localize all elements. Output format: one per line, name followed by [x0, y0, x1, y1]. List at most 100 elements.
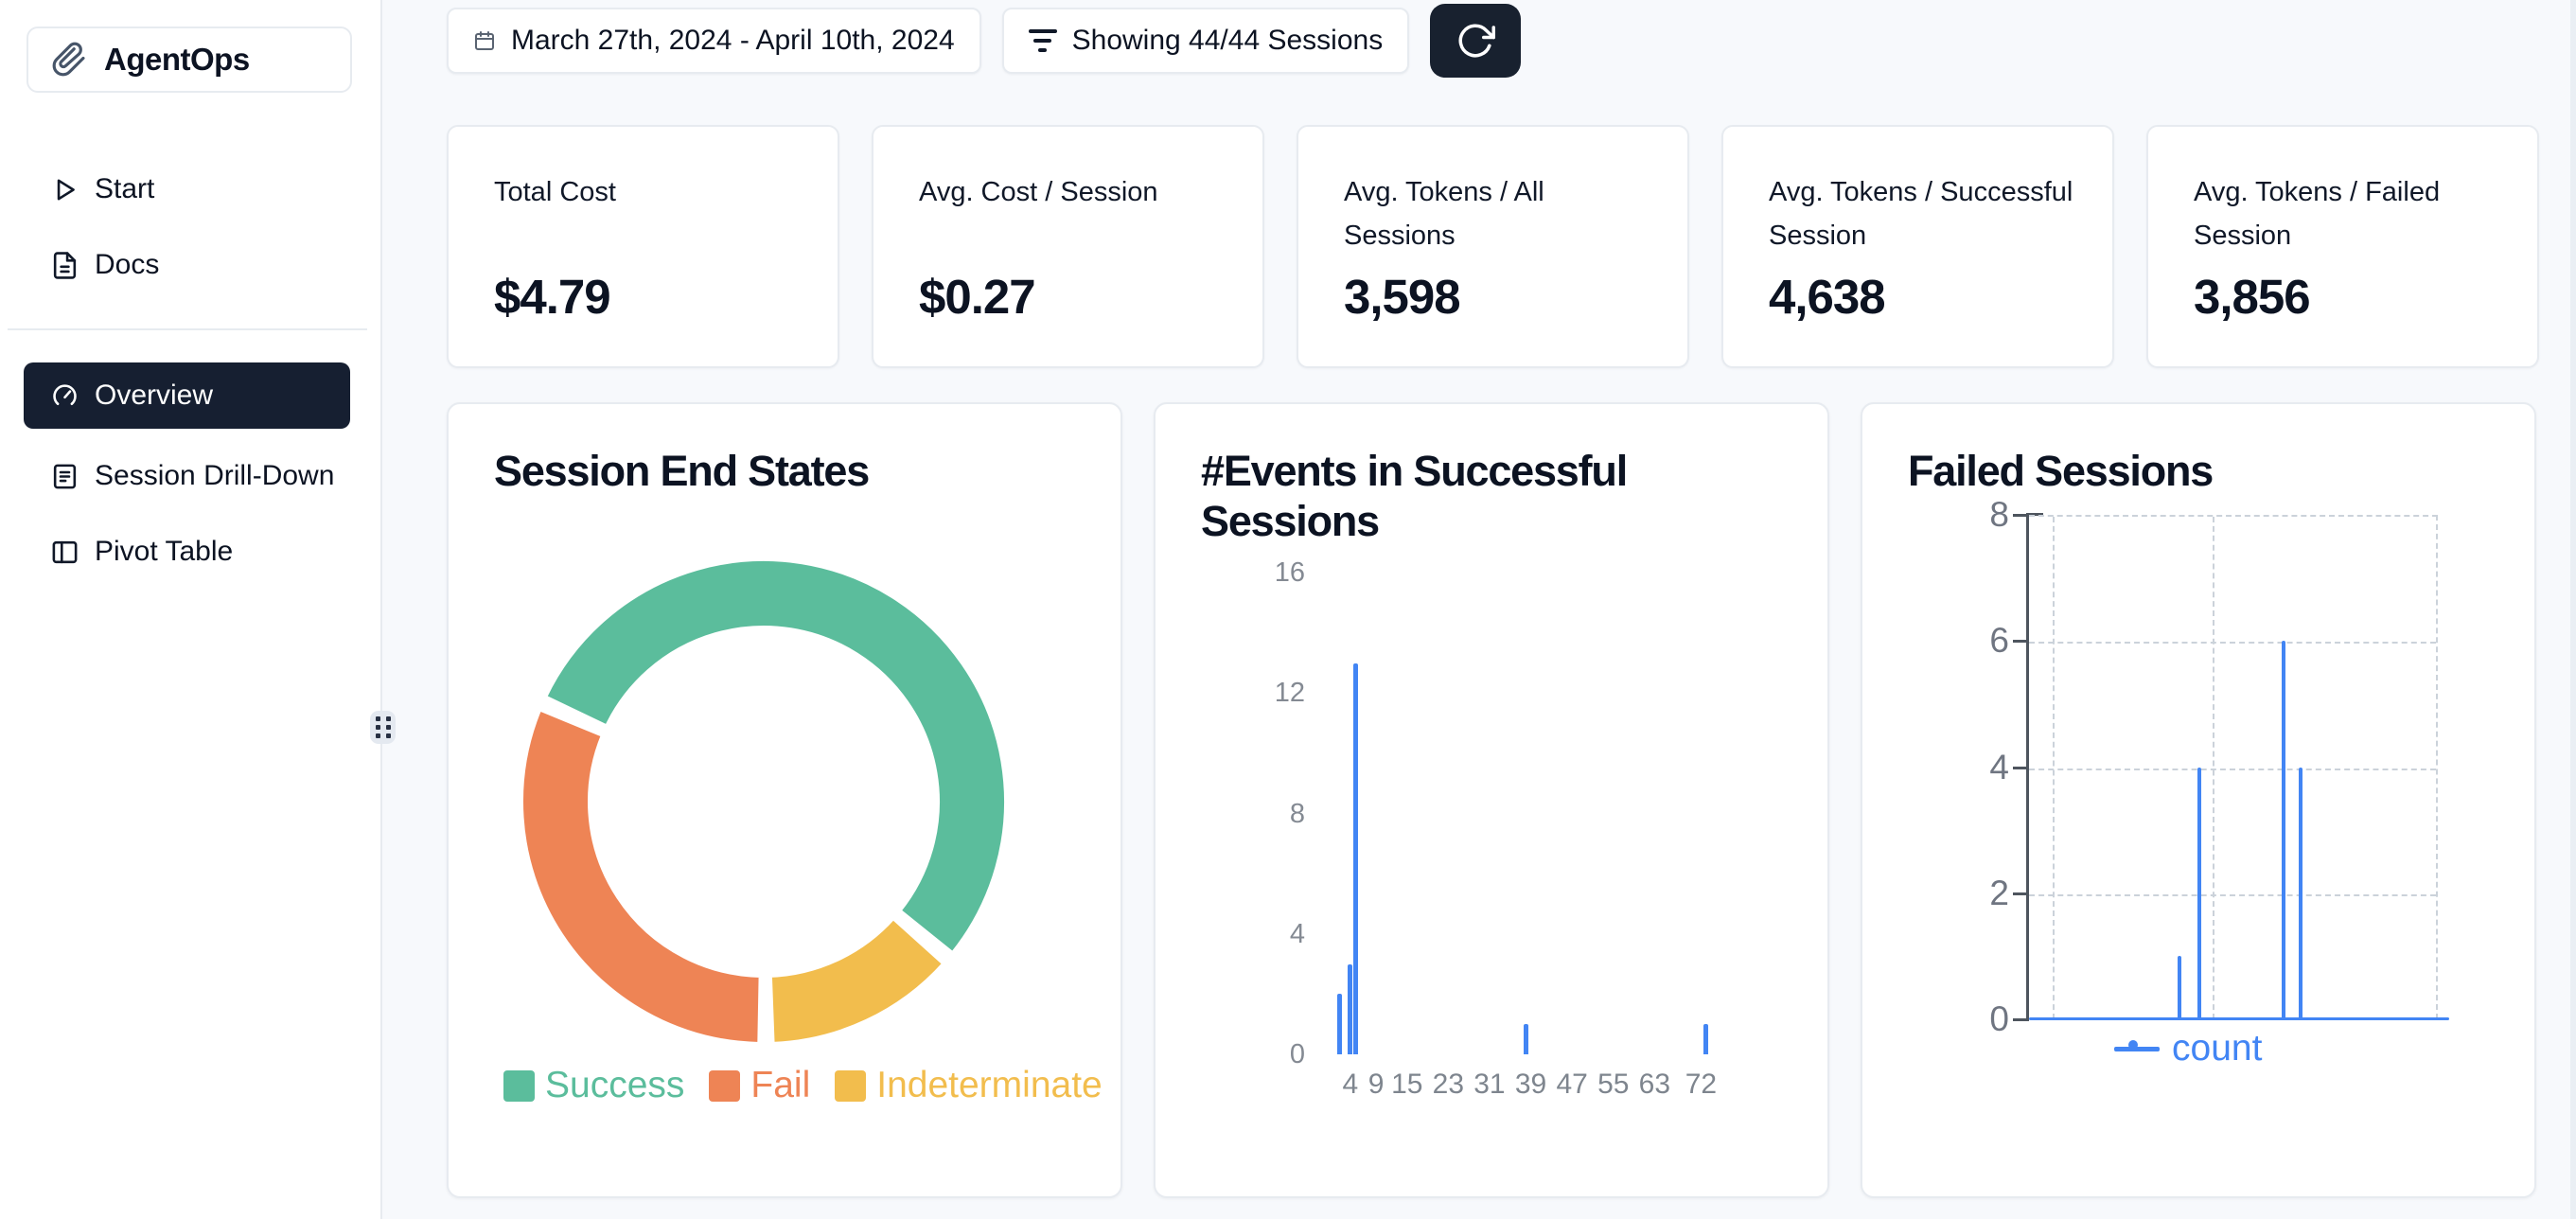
stat-value: 3,598	[1344, 270, 1461, 324]
y-tick-mark	[2013, 892, 2026, 895]
chart-title: Session End States	[494, 447, 870, 495]
y-tick-label: 12	[1274, 678, 1305, 709]
donut-legend: Success Fail Indeterminate	[503, 1065, 1103, 1106]
sidebar-item-session-drilldown[interactable]: Session Drill-Down	[24, 438, 350, 514]
histogram-bar	[1352, 662, 1358, 1054]
paperclip-icon	[52, 42, 85, 77]
charts-row: Session End States Success Fail Indetermin…	[447, 402, 2536, 1198]
count-spike	[2197, 767, 2202, 1019]
gridline	[2029, 768, 2436, 770]
pivot-table-icon	[52, 540, 78, 563]
x-tick-label: 39	[1514, 1069, 1547, 1100]
events-histogram-card: #Events in Successful Sessions 0 4 8 12 16 4 9…	[1154, 402, 1829, 1198]
date-range-label: March 27th, 2024 - April 10th, 2024	[511, 25, 955, 56]
sidebar-item-label: Session Drill-Down	[95, 460, 335, 491]
donut-segment-fail	[520, 706, 763, 1046]
count-legend-label: count	[2172, 1028, 2263, 1069]
y-tick-label: 0	[1289, 1039, 1305, 1069]
sidebar-nav-main: Overview Session Drill-Down Pivot Table	[24, 362, 350, 590]
sidebar-divider	[8, 328, 367, 330]
sidebar-item-label: Pivot Table	[95, 536, 234, 567]
sidebar-item-pivot-table[interactable]: Pivot Table	[24, 514, 350, 590]
y-tick-mark	[2013, 640, 2026, 644]
x-tick-label: 55	[1597, 1069, 1630, 1100]
x-tick-label: 9	[1367, 1069, 1385, 1100]
y-tick-label: 0	[1989, 999, 2009, 1038]
chart-title: Failed Sessions	[1908, 447, 2214, 495]
x-tick-label: 4	[1342, 1069, 1359, 1100]
x-tick-label: 23	[1432, 1069, 1465, 1100]
legend-item-fail[interactable]: Fail	[709, 1065, 810, 1106]
stat-label: Avg. Cost / Session	[919, 177, 1158, 207]
stat-label: Avg. Tokens / All Sessions	[1344, 177, 1544, 251]
gridline	[2029, 893, 2436, 896]
docs-icon	[53, 251, 77, 279]
sidebar-item-start[interactable]: Start	[24, 151, 350, 227]
y-axis-line	[2026, 513, 2029, 1021]
stat-value: 4,638	[1769, 270, 1886, 324]
gauge-icon	[53, 383, 77, 405]
legend-label: Success	[545, 1065, 685, 1105]
y-tick-label: 2	[1989, 873, 2009, 912]
histogram-bar	[1703, 1024, 1709, 1054]
sidebar-item-label: Overview	[95, 380, 214, 411]
sessions-filter-button[interactable]: Showing 44/44 Sessions	[1001, 8, 1410, 74]
filter-icon	[1028, 29, 1057, 52]
x-tick-label: 47	[1556, 1069, 1588, 1100]
gridline	[2053, 517, 2056, 1019]
legend-swatch	[503, 1069, 535, 1102]
donut-segment-success	[542, 557, 1008, 957]
sidebar-item-docs[interactable]: Docs	[24, 227, 350, 303]
gridline	[2029, 642, 2436, 645]
refresh-button[interactable]	[1430, 4, 1522, 78]
y-tick-mark	[2013, 1018, 2026, 1021]
x-tick-label: 72	[1685, 1069, 1718, 1100]
session-end-states-donut	[520, 557, 1008, 1046]
stat-label: Total Cost	[494, 177, 616, 207]
legend-item-success[interactable]: Success	[503, 1065, 684, 1106]
count-legend-item[interactable]: count	[2114, 1028, 2262, 1069]
main-content: March 27th, 2024 - April 10th, 2024 Show…	[384, 0, 2576, 1219]
line-marker-icon	[2114, 1030, 2160, 1068]
sidebar-item-label: Start	[95, 173, 155, 204]
sidebar-resize-handle[interactable]	[370, 711, 396, 744]
stat-value: 3,856	[2194, 270, 2311, 324]
legend-item-indeterminate[interactable]: Indeterminate	[835, 1065, 1103, 1106]
brand-logo[interactable]: AgentOps	[26, 26, 352, 93]
legend-swatch	[709, 1069, 741, 1102]
histogram-bar	[1337, 994, 1343, 1054]
play-icon	[57, 179, 75, 200]
stat-label: Avg. Tokens / Failed Session	[2194, 177, 2441, 251]
date-range-button[interactable]: March 27th, 2024 - April 10th, 2024	[447, 8, 981, 74]
stat-value: $0.27	[919, 270, 1036, 324]
histogram-bar	[1348, 963, 1353, 1054]
sidebar-item-overview[interactable]: Overview	[24, 362, 350, 429]
y-tick-label: 8	[1989, 495, 2009, 534]
stat-value: $4.79	[494, 270, 611, 324]
stat-card-avg-tokens-successful: Avg. Tokens / Successful Session 4,638	[1721, 125, 2114, 368]
y-tick-mark	[2013, 766, 2026, 769]
legend-label: Fail	[750, 1065, 811, 1105]
y-axis-top-tick	[2029, 513, 2043, 516]
calendar-icon	[475, 31, 494, 50]
failed-sessions-card: Failed Sessions count 0 2 4 6 8	[1861, 402, 2536, 1198]
sidebar-nav-top: Start Docs	[24, 151, 350, 303]
y-tick-label: 4	[1989, 747, 2009, 786]
x-tick-label: 15	[1391, 1069, 1423, 1100]
topbar: March 27th, 2024 - April 10th, 2024 Show…	[447, 4, 1522, 78]
y-tick-label: 6	[1989, 621, 2009, 661]
session-drilldown-icon	[53, 464, 77, 488]
chart-title: #Events in Successful Sessions	[1201, 447, 1628, 545]
refresh-icon	[1458, 24, 1496, 58]
count-spike	[2177, 956, 2181, 1019]
brand-name: AgentOps	[104, 42, 250, 77]
stat-card-avg-cost-session: Avg. Cost / Session $0.27	[872, 125, 1264, 368]
scrollbar-track[interactable]	[2570, 0, 2576, 1219]
sessions-filter-label: Showing 44/44 Sessions	[1071, 25, 1384, 56]
count-baseline	[2029, 1017, 2449, 1020]
sidebar-item-label: Docs	[95, 249, 160, 280]
stat-card-avg-tokens-all: Avg. Tokens / All Sessions 3,598	[1297, 125, 1689, 368]
stat-card-avg-tokens-failed: Avg. Tokens / Failed Session 3,856	[2146, 125, 2539, 368]
histogram-bar	[1523, 1024, 1528, 1054]
stat-card-total-cost: Total Cost $4.79	[447, 125, 839, 368]
